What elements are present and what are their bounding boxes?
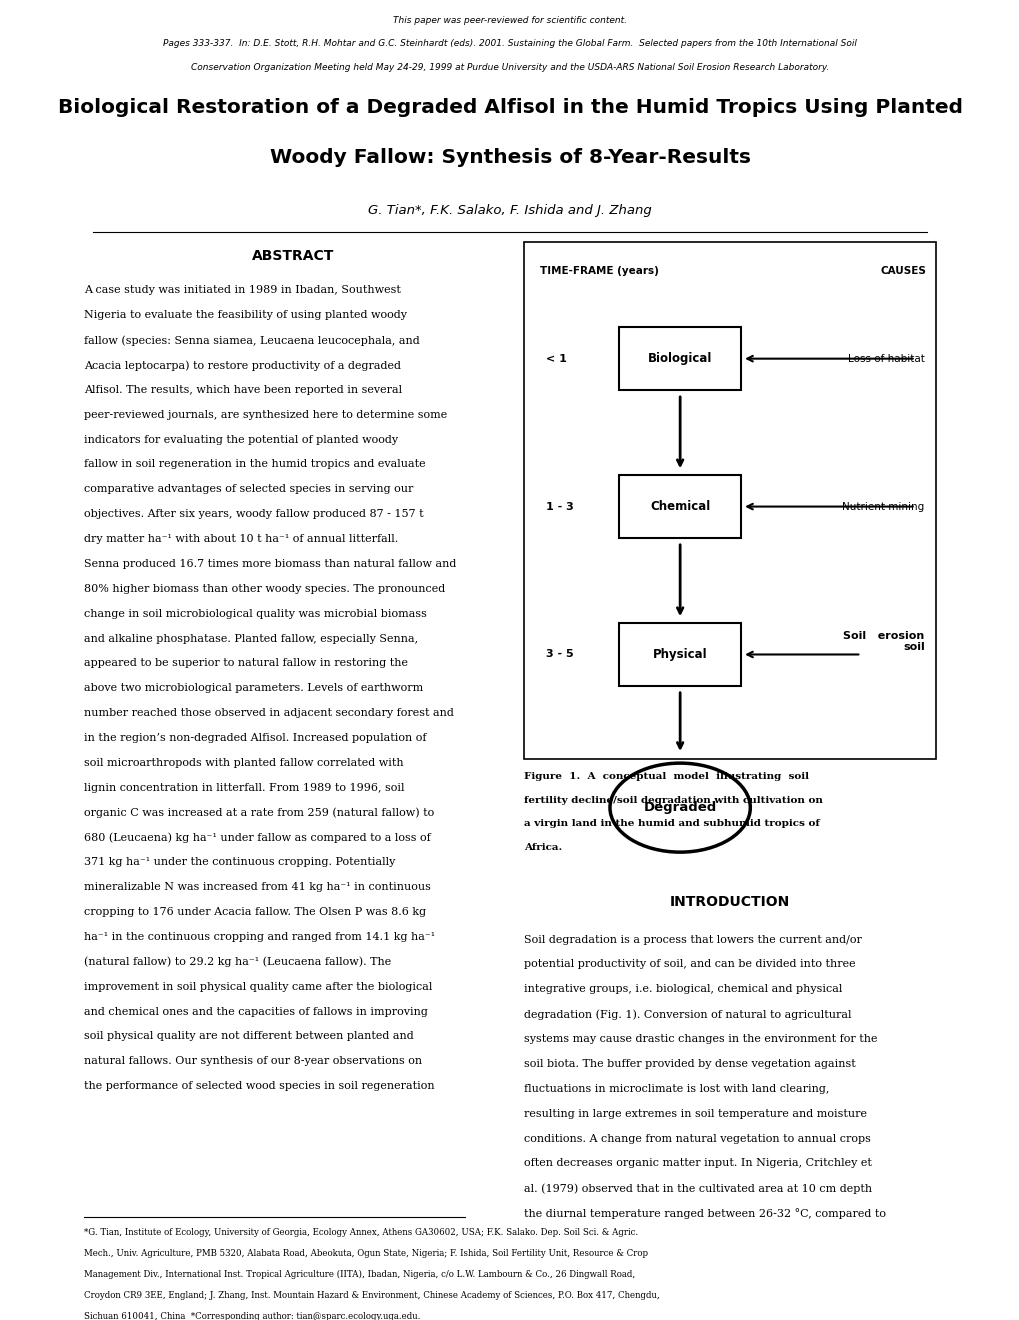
Text: Mech., Univ. Agriculture, PMB 5320, Alabata Road, Abeokuta, Ogun State, Nigeria;: Mech., Univ. Agriculture, PMB 5320, Alab… — [85, 1249, 648, 1258]
Text: G. Tian*, F.K. Salako, F. Ishida and J. Zhang: G. Tian*, F.K. Salako, F. Ishida and J. … — [368, 205, 651, 218]
Text: Woody Fallow: Synthesis of 8-Year-Results: Woody Fallow: Synthesis of 8-Year-Result… — [269, 148, 750, 166]
Text: lignin concentration in litterfall. From 1989 to 1996, soil: lignin concentration in litterfall. From… — [85, 783, 405, 793]
Text: peer-reviewed journals, are synthesized here to determine some: peer-reviewed journals, are synthesized … — [85, 409, 447, 420]
Text: appeared to be superior to natural fallow in restoring the: appeared to be superior to natural fallo… — [85, 659, 408, 668]
FancyBboxPatch shape — [523, 242, 934, 759]
Text: Soil   erosion
soil: Soil erosion soil — [843, 631, 924, 652]
Text: al. (1979) observed that in the cultivated area at 10 cm depth: al. (1979) observed that in the cultivat… — [523, 1183, 871, 1193]
Text: and chemical ones and the capacities of fallows in improving: and chemical ones and the capacities of … — [85, 1007, 428, 1016]
Text: Africa.: Africa. — [523, 843, 561, 851]
Text: Nutrient mining: Nutrient mining — [842, 502, 924, 512]
Text: soil biota. The buffer provided by dense vegetation against: soil biota. The buffer provided by dense… — [523, 1059, 855, 1069]
Ellipse shape — [609, 763, 750, 853]
Text: change in soil microbiological quality was microbial biomass: change in soil microbiological quality w… — [85, 609, 427, 619]
Text: ha⁻¹ in the continuous cropping and ranged from 14.1 kg ha⁻¹: ha⁻¹ in the continuous cropping and rang… — [85, 932, 435, 942]
Text: Figure  1.  A  conceptual  model  illustrating  soil: Figure 1. A conceptual model illustratin… — [523, 772, 811, 781]
Text: 680 (Leucaena) kg ha⁻¹ under fallow as compared to a loss of: 680 (Leucaena) kg ha⁻¹ under fallow as c… — [85, 833, 431, 843]
Text: cropping to 176 under Acacia fallow. The Olsen P was 8.6 kg: cropping to 176 under Acacia fallow. The… — [85, 907, 426, 917]
Text: Soil degradation is a process that lowers the current and/or: Soil degradation is a process that lower… — [523, 935, 861, 945]
Text: 371 kg ha⁻¹ under the continuous cropping. Potentially: 371 kg ha⁻¹ under the continuous croppin… — [85, 858, 395, 867]
Text: and alkaline phosphatase. Planted fallow, especially Senna,: and alkaline phosphatase. Planted fallow… — [85, 634, 418, 644]
Text: 1 - 3: 1 - 3 — [546, 502, 574, 512]
Text: mineralizable N was increased from 41 kg ha⁻¹ in continuous: mineralizable N was increased from 41 kg… — [85, 882, 431, 892]
Text: Sichuan 610041, China  *Corresponding author: tian@sparc.ecology.uga.edu.: Sichuan 610041, China *Corresponding aut… — [85, 1312, 421, 1320]
Text: Degraded: Degraded — [643, 801, 716, 814]
Text: *G. Tian, Institute of Ecology, University of Georgia, Ecology Annex, Athens GA3: *G. Tian, Institute of Ecology, Universi… — [85, 1228, 638, 1237]
Text: (natural fallow) to 29.2 kg ha⁻¹ (Leucaena fallow). The: (natural fallow) to 29.2 kg ha⁻¹ (Leucae… — [85, 957, 391, 968]
Text: potential productivity of soil, and can be divided into three: potential productivity of soil, and can … — [523, 960, 854, 969]
Text: Biological: Biological — [647, 352, 711, 366]
Text: Loss of habitat: Loss of habitat — [847, 354, 924, 363]
Text: integrative groups, i.e. biological, chemical and physical: integrative groups, i.e. biological, che… — [523, 985, 841, 994]
Text: TIME-FRAME (years): TIME-FRAME (years) — [539, 265, 658, 276]
Text: degradation (Fig. 1). Conversion of natural to agricultural: degradation (Fig. 1). Conversion of natu… — [523, 1010, 850, 1020]
Text: conditions. A change from natural vegetation to annual crops: conditions. A change from natural vegeta… — [523, 1134, 869, 1143]
Text: Pages 333-337.  In: D.E. Stott, R.H. Mohtar and G.C. Steinhardt (eds). 2001. Sus: Pages 333-337. In: D.E. Stott, R.H. Moht… — [163, 40, 856, 49]
Text: CAUSES: CAUSES — [879, 265, 925, 276]
FancyBboxPatch shape — [619, 475, 741, 539]
Text: in the region’s non-degraded Alfisol. Increased population of: in the region’s non-degraded Alfisol. In… — [85, 733, 427, 743]
Text: Chemical: Chemical — [649, 500, 709, 513]
Text: Conservation Organization Meeting held May 24-29, 1999 at Purdue University and : Conservation Organization Meeting held M… — [191, 63, 828, 71]
Text: < 1: < 1 — [546, 354, 567, 363]
Text: systems may cause drastic changes in the environment for the: systems may cause drastic changes in the… — [523, 1034, 876, 1044]
Text: objectives. After six years, woody fallow produced 87 - 157 t: objectives. After six years, woody fallo… — [85, 510, 424, 519]
Text: comparative advantages of selected species in serving our: comparative advantages of selected speci… — [85, 484, 414, 494]
Text: Management Div., International Inst. Tropical Agriculture (IITA), Ibadan, Nigeri: Management Div., International Inst. Tro… — [85, 1270, 635, 1279]
Text: indicators for evaluating the potential of planted woody: indicators for evaluating the potential … — [85, 434, 398, 445]
Text: This paper was peer-reviewed for scientific content.: This paper was peer-reviewed for scienti… — [392, 16, 627, 25]
FancyBboxPatch shape — [619, 623, 741, 686]
Text: resulting in large extremes in soil temperature and moisture: resulting in large extremes in soil temp… — [523, 1109, 866, 1118]
Text: the performance of selected wood species in soil regeneration: the performance of selected wood species… — [85, 1081, 435, 1092]
Text: INTRODUCTION: INTRODUCTION — [668, 895, 789, 909]
FancyBboxPatch shape — [619, 327, 741, 391]
Text: soil microarthropods with planted fallow correlated with: soil microarthropods with planted fallow… — [85, 758, 404, 768]
Text: fertility decline/soil degradation with cultivation on: fertility decline/soil degradation with … — [523, 796, 821, 805]
Text: dry matter ha⁻¹ with about 10 t ha⁻¹ of annual litterfall.: dry matter ha⁻¹ with about 10 t ha⁻¹ of … — [85, 535, 398, 544]
Text: natural fallows. Our synthesis of our 8-year observations on: natural fallows. Our synthesis of our 8-… — [85, 1056, 422, 1067]
Text: above two microbiological parameters. Levels of earthworm: above two microbiological parameters. Le… — [85, 684, 423, 693]
Text: fallow in soil regeneration in the humid tropics and evaluate: fallow in soil regeneration in the humid… — [85, 459, 426, 470]
Text: organic C was increased at a rate from 259 (natural fallow) to: organic C was increased at a rate from 2… — [85, 808, 434, 818]
Text: A case study was initiated in 1989 in Ibadan, Southwest: A case study was initiated in 1989 in Ib… — [85, 285, 400, 296]
Text: Biological Restoration of a Degraded Alfisol in the Humid Tropics Using Planted: Biological Restoration of a Degraded Alf… — [57, 98, 962, 117]
Text: Physical: Physical — [652, 648, 707, 661]
Text: fallow (species: Senna siamea, Leucaena leucocephala, and: fallow (species: Senna siamea, Leucaena … — [85, 335, 420, 346]
Text: ABSTRACT: ABSTRACT — [252, 248, 333, 263]
Text: often decreases organic matter input. In Nigeria, Critchley et: often decreases organic matter input. In… — [523, 1159, 870, 1168]
Text: Nigeria to evaluate the feasibility of using planted woody: Nigeria to evaluate the feasibility of u… — [85, 310, 407, 321]
Text: Alfisol. The results, which have been reported in several: Alfisol. The results, which have been re… — [85, 385, 403, 395]
Text: 80% higher biomass than other woody species. The pronounced: 80% higher biomass than other woody spec… — [85, 583, 445, 594]
Text: number reached those observed in adjacent secondary forest and: number reached those observed in adjacen… — [85, 708, 453, 718]
Text: Senna produced 16.7 times more biomass than natural fallow and: Senna produced 16.7 times more biomass t… — [85, 558, 457, 569]
Text: the diurnal temperature ranged between 26-32 °C, compared to: the diurnal temperature ranged between 2… — [523, 1208, 884, 1220]
Text: 3 - 5: 3 - 5 — [546, 649, 574, 660]
Text: a virgin land in the humid and subhumid tropics of: a virgin land in the humid and subhumid … — [523, 820, 818, 829]
Text: fluctuations in microclimate is lost with land clearing,: fluctuations in microclimate is lost wit… — [523, 1084, 828, 1094]
Text: Acacia leptocarpa) to restore productivity of a degraded: Acacia leptocarpa) to restore productivi… — [85, 360, 401, 371]
Text: Croydon CR9 3EE, England; J. Zhang, Inst. Mountain Hazard & Environment, Chinese: Croydon CR9 3EE, England; J. Zhang, Inst… — [85, 1291, 659, 1300]
Text: soil physical quality are not different between planted and: soil physical quality are not different … — [85, 1031, 414, 1041]
Text: improvement in soil physical quality came after the biological: improvement in soil physical quality cam… — [85, 982, 432, 991]
